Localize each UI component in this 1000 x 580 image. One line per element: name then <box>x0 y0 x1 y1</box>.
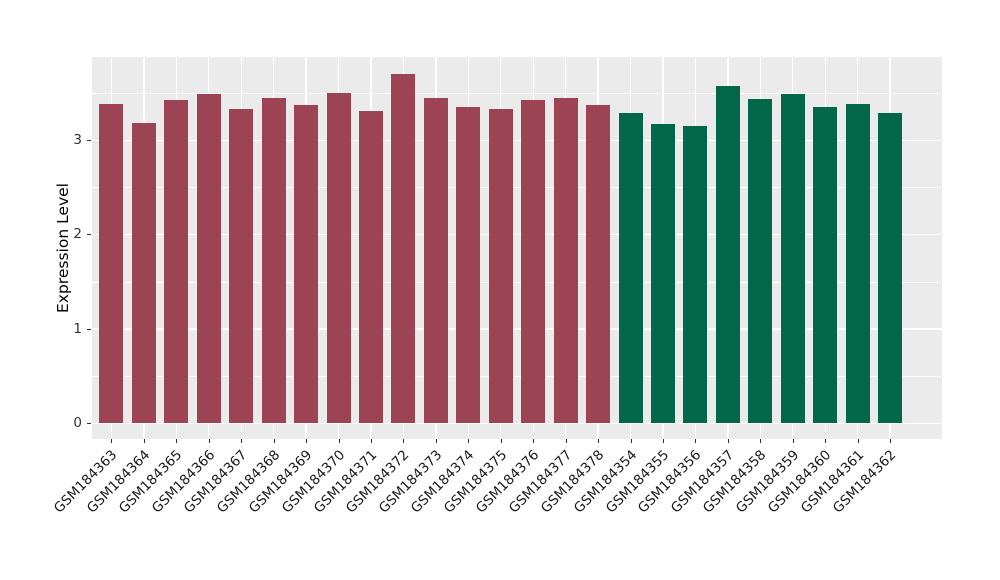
x-tick-mark <box>403 439 405 443</box>
bar <box>878 112 903 423</box>
x-tick-mark <box>857 439 859 443</box>
x-tick-mark <box>630 439 632 443</box>
y-tick-label: 0 <box>73 415 82 431</box>
bar <box>164 100 189 423</box>
bar <box>294 105 319 423</box>
x-tick-mark <box>241 439 243 443</box>
bar <box>423 97 448 423</box>
minor-gridline <box>92 187 942 189</box>
bar <box>391 74 416 423</box>
bar <box>715 86 740 423</box>
bar <box>813 107 838 423</box>
y-tick-mark <box>87 328 91 330</box>
x-tick-mark <box>143 439 145 443</box>
plot-panel <box>92 57 942 439</box>
minor-gridline <box>92 375 942 377</box>
major-gridline <box>92 233 942 236</box>
y-tick-mark <box>87 140 91 142</box>
bar <box>488 108 513 423</box>
y-axis-title: Expression Level <box>54 183 72 313</box>
y-tick-mark <box>87 423 91 424</box>
y-tick-label: 2 <box>73 226 82 243</box>
bar <box>748 98 773 423</box>
x-tick-mark <box>727 439 729 443</box>
x-tick-mark <box>273 439 275 443</box>
x-tick-mark <box>533 439 535 443</box>
x-tick-mark <box>825 439 827 443</box>
x-tick-mark <box>176 439 178 443</box>
bar <box>586 105 611 423</box>
y-tick-mark <box>87 234 91 236</box>
bar <box>845 104 870 423</box>
x-tick-mark <box>565 439 567 443</box>
bar <box>650 124 675 423</box>
bar <box>780 93 805 423</box>
major-gridline <box>92 422 942 424</box>
x-tick-mark <box>208 439 210 443</box>
bar <box>229 108 254 423</box>
x-tick-mark <box>306 439 308 443</box>
bar <box>553 97 578 423</box>
x-tick-mark <box>760 439 762 443</box>
x-tick-mark <box>662 439 664 443</box>
bar <box>359 110 383 423</box>
x-tick-mark <box>111 439 113 443</box>
x-tick-mark <box>792 439 794 443</box>
x-tick-mark <box>500 439 502 443</box>
bar <box>326 92 351 423</box>
minor-gridline <box>92 281 942 283</box>
x-tick-mark <box>695 439 697 443</box>
y-tick-label: 1 <box>73 320 82 337</box>
bar <box>99 104 124 423</box>
bar <box>521 99 546 423</box>
bar <box>456 107 481 423</box>
y-tick-label: 3 <box>73 132 82 149</box>
x-tick-mark <box>890 439 892 443</box>
bar <box>131 123 156 423</box>
major-gridline <box>92 139 942 142</box>
x-tick-mark <box>468 439 470 443</box>
x-tick-mark <box>598 439 600 443</box>
bar <box>261 97 286 423</box>
minor-gridline <box>92 92 942 94</box>
major-gridline <box>92 328 942 330</box>
bar <box>683 125 708 423</box>
bar <box>618 112 643 423</box>
x-tick-mark <box>435 439 437 443</box>
x-tick-mark <box>338 439 340 443</box>
x-tick-mark <box>371 439 372 443</box>
bar <box>196 93 221 423</box>
